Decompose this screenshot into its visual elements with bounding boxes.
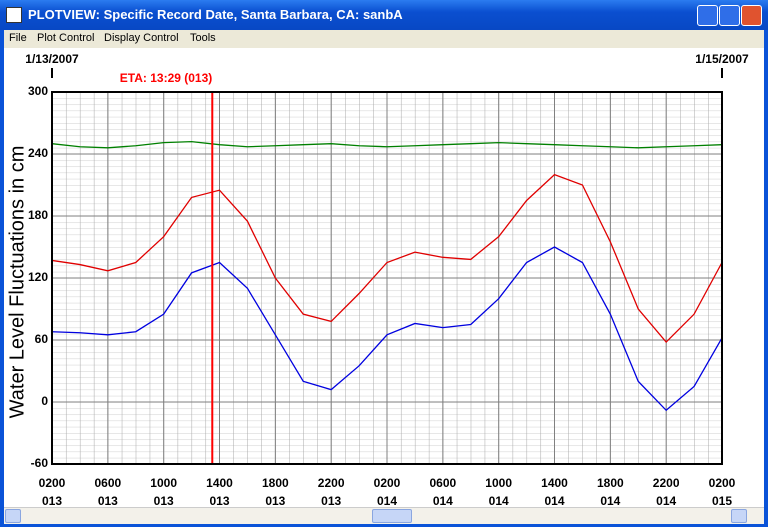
scroll-thumb[interactable] — [372, 509, 412, 523]
window-title: PLOTVIEW: Specific Record Date, Santa Ba… — [28, 7, 403, 22]
close-button[interactable] — [741, 5, 762, 26]
y-tick-label: 120 — [28, 270, 48, 284]
x-tick-label: 1800 013 — [261, 476, 289, 508]
x-tick-label: 0200 013 — [38, 476, 66, 508]
x-tick-label: 1000 013 — [150, 476, 177, 508]
x-tick-label: 0600 013 — [94, 476, 122, 508]
x-tick-label: 1400 013 — [206, 476, 233, 508]
scroll-right[interactable] — [731, 509, 747, 523]
menu-item[interactable]: File — [9, 32, 27, 44]
y-tick-label: 60 — [35, 332, 49, 346]
x-tick-label: 1000 014 — [485, 476, 512, 508]
y-tick-label: 0 — [41, 394, 48, 408]
x-tick-label: 1400 014 — [541, 476, 568, 508]
y-tick-label: 300 — [28, 84, 48, 98]
app-icon — [6, 7, 22, 23]
menu-bar: File Plot Control Display Control Tools — [4, 30, 764, 48]
minimize-button[interactable] — [697, 5, 718, 26]
series-line — [51, 140, 723, 149]
plot-border — [51, 91, 723, 465]
x-tick-label: 2200 013 — [317, 476, 345, 508]
y-tick-label: -60 — [31, 456, 49, 470]
y-axis-label: Water Level Fluctuations in cm — [6, 146, 28, 419]
series-line — [51, 246, 723, 412]
series-line — [51, 173, 723, 344]
x-tick-label: 0200 015 — [708, 476, 736, 508]
x-tick-label: 0600 014 — [429, 476, 457, 508]
y-tick-label: 240 — [28, 146, 48, 160]
y-tick-label: 180 — [28, 208, 48, 222]
scroll-left[interactable] — [5, 509, 21, 523]
maximize-button[interactable] — [719, 5, 740, 26]
menu-item[interactable]: Display Control — [104, 32, 179, 44]
eta-label: ETA: 13:29 (013) — [120, 71, 212, 85]
start-date: 1/13/2007 — [25, 52, 79, 66]
x-tick-label: 2200 014 — [652, 476, 680, 508]
scrollbar[interactable] — [4, 507, 764, 524]
menu-item[interactable]: Tools — [190, 32, 216, 44]
x-tick-label: 0200 014 — [373, 476, 401, 508]
title-bar: PLOTVIEW: Specific Record Date, Santa Ba… — [0, 0, 768, 30]
end-date: 1/15/2007 — [695, 52, 749, 66]
x-tick-label: 1800 014 — [596, 476, 624, 508]
menu-item[interactable]: Plot Control — [37, 32, 95, 44]
